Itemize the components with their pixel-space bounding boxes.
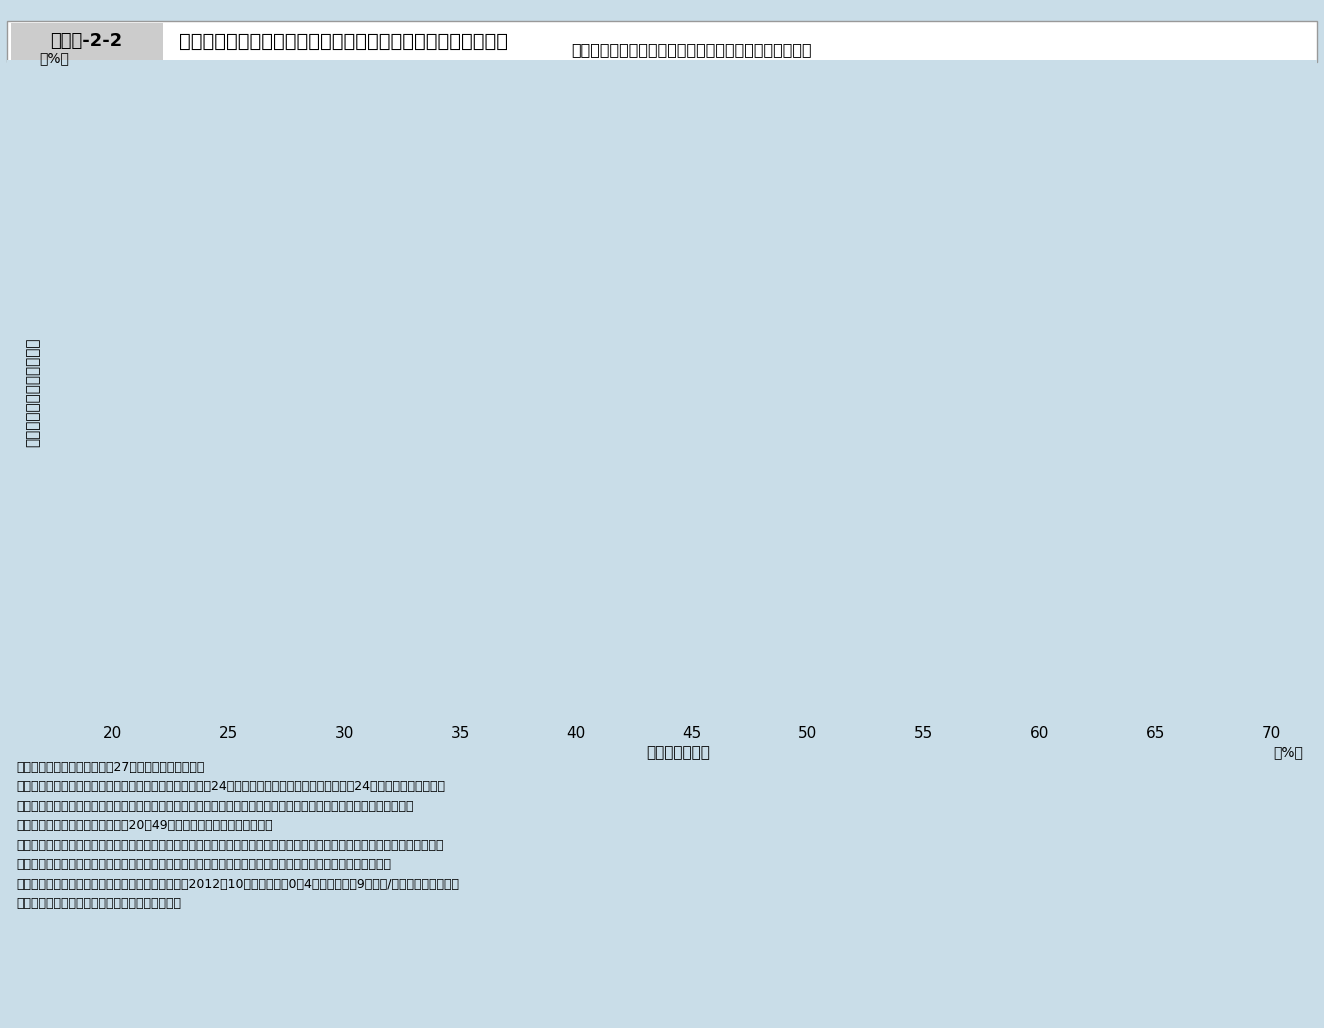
- Point: [357, 578, 379, 594]
- Point: [217, 481, 238, 498]
- Point: [311, 416, 332, 433]
- Point: [1192, 238, 1213, 255]
- Point: [1053, 287, 1074, 303]
- Point: [704, 271, 726, 288]
- Point: [195, 593, 216, 610]
- Point: [450, 433, 471, 449]
- Text: 【保育所定員比率と子育て世代の女性の有業率の関係】: 【保育所定員比率と子育て世代の女性の有業率の関係】: [572, 42, 812, 58]
- Point: [172, 626, 193, 642]
- Point: [1029, 207, 1050, 223]
- Point: [357, 513, 379, 529]
- Text: 子育て世代の女性の有業率: 子育て世代の女性の有業率: [25, 337, 41, 447]
- Point: [1075, 110, 1096, 126]
- Point: [217, 578, 238, 594]
- Point: [682, 465, 703, 481]
- Point: [658, 352, 679, 368]
- Text: （%）: （%）: [1274, 745, 1304, 760]
- Point: [636, 335, 657, 352]
- Point: [682, 416, 703, 433]
- Point: [311, 641, 332, 658]
- Point: [704, 352, 726, 368]
- Point: [1006, 238, 1027, 255]
- Point: [658, 255, 679, 271]
- Point: [496, 352, 518, 368]
- Point: [357, 497, 379, 513]
- Point: [402, 287, 424, 303]
- Point: [1098, 238, 1119, 255]
- Point: [588, 497, 609, 513]
- Point: [519, 497, 540, 513]
- Text: （%）: （%）: [40, 50, 70, 65]
- Point: [658, 497, 679, 513]
- Text: 図表３-2-2: 図表３-2-2: [50, 32, 123, 50]
- Point: [473, 465, 494, 481]
- Point: [843, 497, 865, 513]
- Point: [1121, 238, 1143, 255]
- Point: [496, 481, 518, 498]
- Text: 資料出所：厚生労働省「平成27年版労働経済の分析」
　　　　　厚生労働省「保育所関連状況取りまとめ（平成24年４月１日）」、総務省統計局「平成24年就業構造基本: 資料出所：厚生労働省「平成27年版労働経済の分析」 厚生労働省「保育所関連状況取…: [16, 761, 459, 910]
- Text: 都道府県別保育所定員比率と子育て世代の女性の有業率の関係: 都道府県別保育所定員比率と子育て世代の女性の有業率の関係: [179, 32, 507, 50]
- Point: [682, 448, 703, 465]
- Point: [1098, 142, 1119, 158]
- Point: [751, 465, 772, 481]
- Point: [982, 287, 1004, 303]
- Point: [636, 335, 657, 352]
- Point: [426, 545, 448, 561]
- Text: 保育所定員比率: 保育所定員比率: [646, 745, 711, 761]
- Point: [565, 175, 587, 191]
- Point: [334, 529, 355, 546]
- Point: [914, 352, 935, 368]
- Point: [936, 368, 957, 384]
- Point: [287, 561, 308, 578]
- Point: [636, 368, 657, 384]
- Point: [728, 497, 749, 513]
- Point: [821, 320, 842, 336]
- Point: [914, 238, 935, 255]
- Point: [334, 448, 355, 465]
- Text: y=0.5722x+30.321
（8.763）（10.633）
R²=0.6305: y=0.5722x+30.321 （8.763）（10.633） R²=0.63…: [886, 543, 1043, 602]
